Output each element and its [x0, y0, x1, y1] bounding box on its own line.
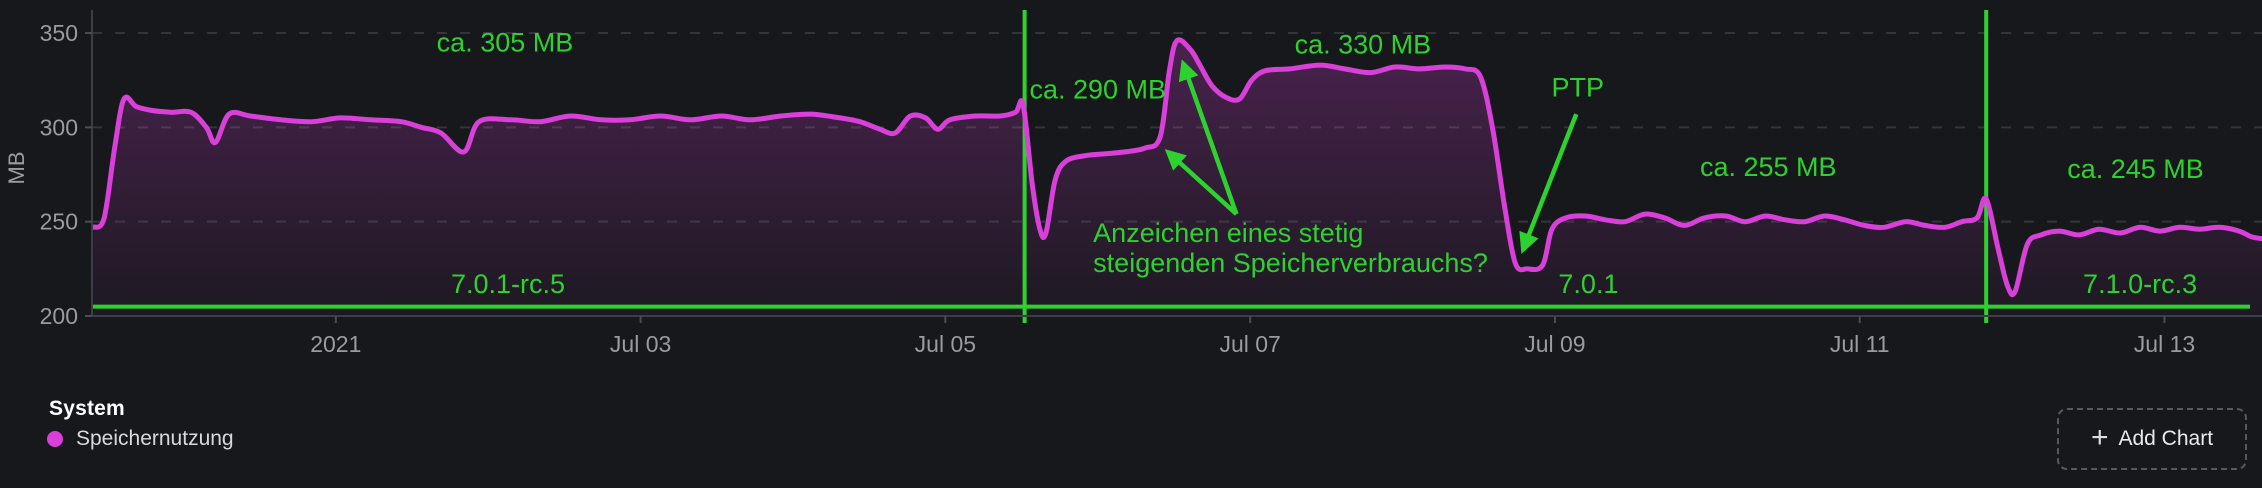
- series-color-dot: [47, 431, 63, 447]
- y-axis-tick-label: 300: [40, 114, 78, 140]
- annotation-text: 7.1.0-rc.3: [2083, 269, 2197, 299]
- annotation-text: ca. 255 MB: [1700, 152, 1837, 182]
- annotation-arrow: [1164, 149, 1238, 216]
- memory-usage-chart[interactable]: 350 300 250 200 MB 2021 Jul 03 Jul 05 Jul 07 Jul …: [0, 0, 2262, 370]
- y-axis-title: MB: [4, 152, 29, 185]
- plus-icon: +: [2090, 420, 2109, 454]
- y-axis-tick-label: 200: [40, 303, 78, 329]
- annotation-text: ca. 330 MB: [1295, 29, 1432, 59]
- annotation-text: Anzeichen eines stetig: [1093, 218, 1363, 248]
- add-chart-label: Add Chart: [2118, 427, 2214, 450]
- add-chart-button[interactable]: + Add Chart: [2057, 408, 2247, 470]
- annotation-arrow: [1178, 59, 1239, 215]
- x-axis-tick-label: Jul 11: [1830, 331, 1890, 357]
- series-area-fill: [93, 39, 2262, 316]
- x-axis-tick-label: Jul 05: [915, 331, 976, 357]
- x-axis-tick-label: 2021: [310, 331, 361, 357]
- x-axis-tick-label: Jul 07: [1219, 331, 1280, 357]
- legend-item-label: Speichernutzung: [76, 427, 234, 450]
- annotation-text: PTP: [1552, 73, 1605, 103]
- annotation-text: 7.0.1: [1558, 269, 1618, 299]
- x-axis-tick-label: Jul 09: [1524, 331, 1585, 357]
- legend-item-speichernutzung[interactable]: Speichernutzung: [47, 427, 234, 451]
- x-axis-tick-label: Jul 13: [2134, 331, 2195, 357]
- annotation-text: ca. 290 MB: [1029, 75, 1166, 105]
- x-axis-tick-label: Jul 03: [610, 331, 671, 357]
- chart-footer: System Speichernutzung + Add Chart: [0, 370, 2262, 488]
- annotation-text: steigenden Speicherverbrauchs?: [1093, 248, 1488, 278]
- annotation-text: ca. 305 MB: [437, 27, 574, 57]
- legend-group-title: System: [49, 397, 125, 420]
- y-axis-tick-label: 250: [40, 209, 78, 235]
- annotation-arrow: [1519, 113, 1579, 254]
- series-line-speichernutzung: [91, 37, 2262, 298]
- annotation-text: ca. 245 MB: [2067, 154, 2204, 184]
- annotation-text: 7.0.1-rc.5: [451, 269, 565, 299]
- y-axis-tick-label: 350: [40, 20, 78, 46]
